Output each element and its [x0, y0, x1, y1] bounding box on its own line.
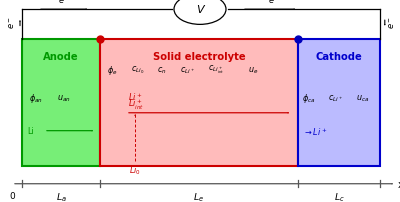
Text: Li: Li	[27, 126, 34, 136]
Ellipse shape	[174, 0, 226, 25]
Text: $e^-$: $e^-$	[58, 0, 70, 6]
FancyBboxPatch shape	[298, 39, 380, 167]
Text: $u_e$: $u_e$	[248, 65, 258, 75]
Text: $u_{an}$: $u_{an}$	[57, 93, 71, 103]
Text: $e^-$: $e^-$	[7, 16, 17, 29]
Text: $c_{Li^+_{int}}$: $c_{Li^+_{int}}$	[208, 64, 224, 76]
Text: $Li^+_{int}$: $Li^+_{int}$	[128, 97, 144, 112]
Text: 0: 0	[9, 191, 15, 200]
Text: $e^-$: $e^-$	[387, 16, 397, 29]
Text: $e^-$: $e^-$	[268, 0, 280, 6]
Text: V: V	[196, 5, 204, 15]
Text: $\phi_e$: $\phi_e$	[107, 63, 118, 76]
FancyBboxPatch shape	[22, 39, 100, 167]
Text: Cathode: Cathode	[316, 52, 362, 61]
Text: $u_{ca}$: $u_{ca}$	[356, 93, 369, 103]
Text: $L_c$: $L_c$	[334, 191, 344, 202]
Text: Anode: Anode	[43, 52, 79, 61]
Text: $Li_0$: $Li_0$	[129, 164, 141, 176]
Text: $c_{Li^+}$: $c_{Li^+}$	[180, 65, 195, 75]
Text: $c_{Li_0}$: $c_{Li_0}$	[131, 64, 144, 76]
Text: $Li^+$: $Li^+$	[128, 91, 143, 103]
FancyBboxPatch shape	[100, 39, 298, 167]
Text: $\phi_{an}$: $\phi_{an}$	[29, 92, 43, 104]
Text: $L_a$: $L_a$	[56, 191, 66, 202]
Text: $\phi_{ca}$: $\phi_{ca}$	[302, 92, 316, 104]
Text: x: x	[398, 179, 400, 189]
Text: $\rightarrow Li^+$: $\rightarrow Li^+$	[303, 125, 327, 137]
Text: $L_e$: $L_e$	[194, 191, 204, 202]
Text: $c_{n}$: $c_{n}$	[157, 65, 167, 75]
Text: Solid electrolyte: Solid electrolyte	[153, 52, 245, 61]
Text: $c_{Li^+}$: $c_{Li^+}$	[328, 93, 343, 103]
